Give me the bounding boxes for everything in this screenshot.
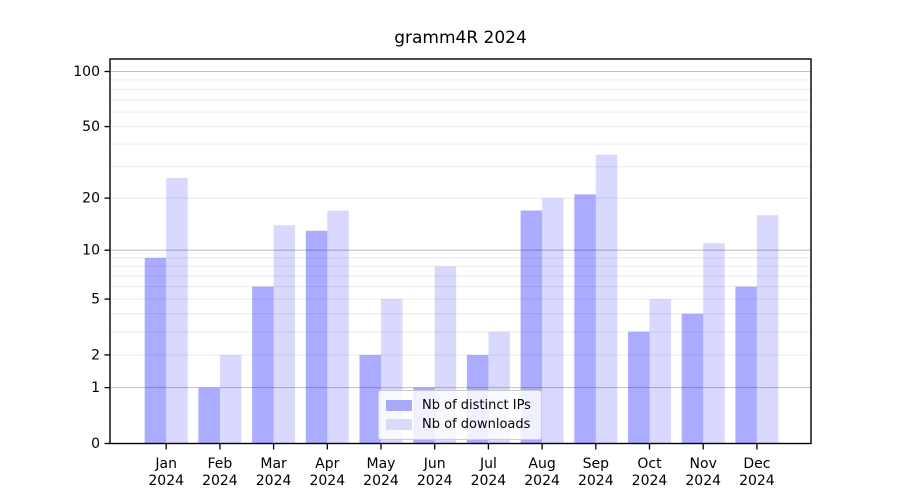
x-tick-label-month: Apr	[315, 456, 339, 472]
bar-downloads-dec	[756, 215, 779, 444]
y-tick-label: 100	[73, 64, 100, 80]
bar-distinct-ips-feb	[198, 387, 220, 444]
bar-downloads-jan	[166, 177, 188, 444]
x-tick-label-month: May	[367, 456, 396, 472]
x-tick-label-year: 2024	[363, 473, 399, 489]
bar-downloads-feb	[219, 354, 242, 444]
bar-downloads-oct	[649, 299, 671, 444]
legend-label-distinct-ips: Nb of distinct IPs	[422, 398, 531, 413]
x-tick-label-month: Feb	[208, 456, 233, 472]
legend-item-distinct-ips: Nb of distinct IPs	[386, 398, 533, 413]
bar-distinct-ips-may	[359, 354, 381, 444]
x-tick-label-month: Jul	[479, 456, 497, 472]
bar-distinct-ips-sep	[574, 194, 596, 444]
legend-label-downloads: Nb of downloads	[422, 417, 531, 432]
y-tick-label: 1	[91, 380, 100, 396]
legend-item-downloads: Nb of downloads	[386, 417, 533, 432]
bar-distinct-ips-aug	[520, 210, 543, 444]
y-tick-label: 0	[91, 436, 100, 452]
bar-downloads-aug	[542, 198, 564, 444]
x-tick-label-year: 2024	[256, 473, 292, 489]
x-tick-label-month: Dec	[743, 456, 770, 472]
x-tick-label-year: 2024	[202, 473, 238, 489]
x-tick-label-year: 2024	[524, 473, 560, 489]
x-tick-label-year: 2024	[739, 473, 775, 489]
bar-distinct-ips-oct	[628, 331, 650, 444]
bar-downloads-nov	[703, 243, 725, 444]
x-tick-label-year: 2024	[471, 473, 507, 489]
x-tick-label-month: Jun	[423, 456, 446, 472]
x-tick-label-month: Jan	[154, 456, 177, 472]
x-tick-label-month: Sep	[583, 456, 610, 472]
y-tick-label: 10	[82, 243, 100, 259]
bar-downloads-sep	[595, 154, 618, 444]
legend-swatch-distinct-ips	[386, 400, 412, 411]
x-tick-label-month: Mar	[260, 456, 287, 472]
y-tick-label: 50	[82, 119, 100, 135]
legend-swatch-downloads	[386, 419, 412, 430]
x-tick-label-month: Aug	[528, 456, 555, 472]
bar-downloads-mar	[273, 225, 296, 444]
chart-title: gramm4R 2024	[394, 28, 527, 48]
y-tick-label: 5	[91, 292, 100, 308]
bar-downloads-apr	[327, 210, 349, 444]
axes-spines	[109, 58, 812, 445]
bar-distinct-ips-apr	[305, 230, 328, 444]
bar-distinct-ips-dec	[735, 286, 757, 444]
bar-distinct-ips-jan	[144, 257, 167, 444]
x-tick-label-year: 2024	[632, 473, 668, 489]
x-tick-label-year: 2024	[309, 473, 345, 489]
legend: Nb of distinct IPs Nb of downloads	[378, 390, 542, 440]
x-tick-label-month: Oct	[637, 456, 662, 472]
bar-distinct-ips-nov	[681, 313, 704, 444]
y-tick-label: 20	[82, 191, 100, 207]
bar-distinct-ips-mar	[252, 286, 274, 444]
x-tick-label-year: 2024	[578, 473, 614, 489]
y-tick-label: 2	[91, 347, 100, 363]
x-tick-label-year: 2024	[685, 473, 721, 489]
x-tick-label-year: 2024	[148, 473, 184, 489]
x-tick-label-year: 2024	[417, 473, 453, 489]
x-tick-label-month: Nov	[690, 456, 717, 472]
